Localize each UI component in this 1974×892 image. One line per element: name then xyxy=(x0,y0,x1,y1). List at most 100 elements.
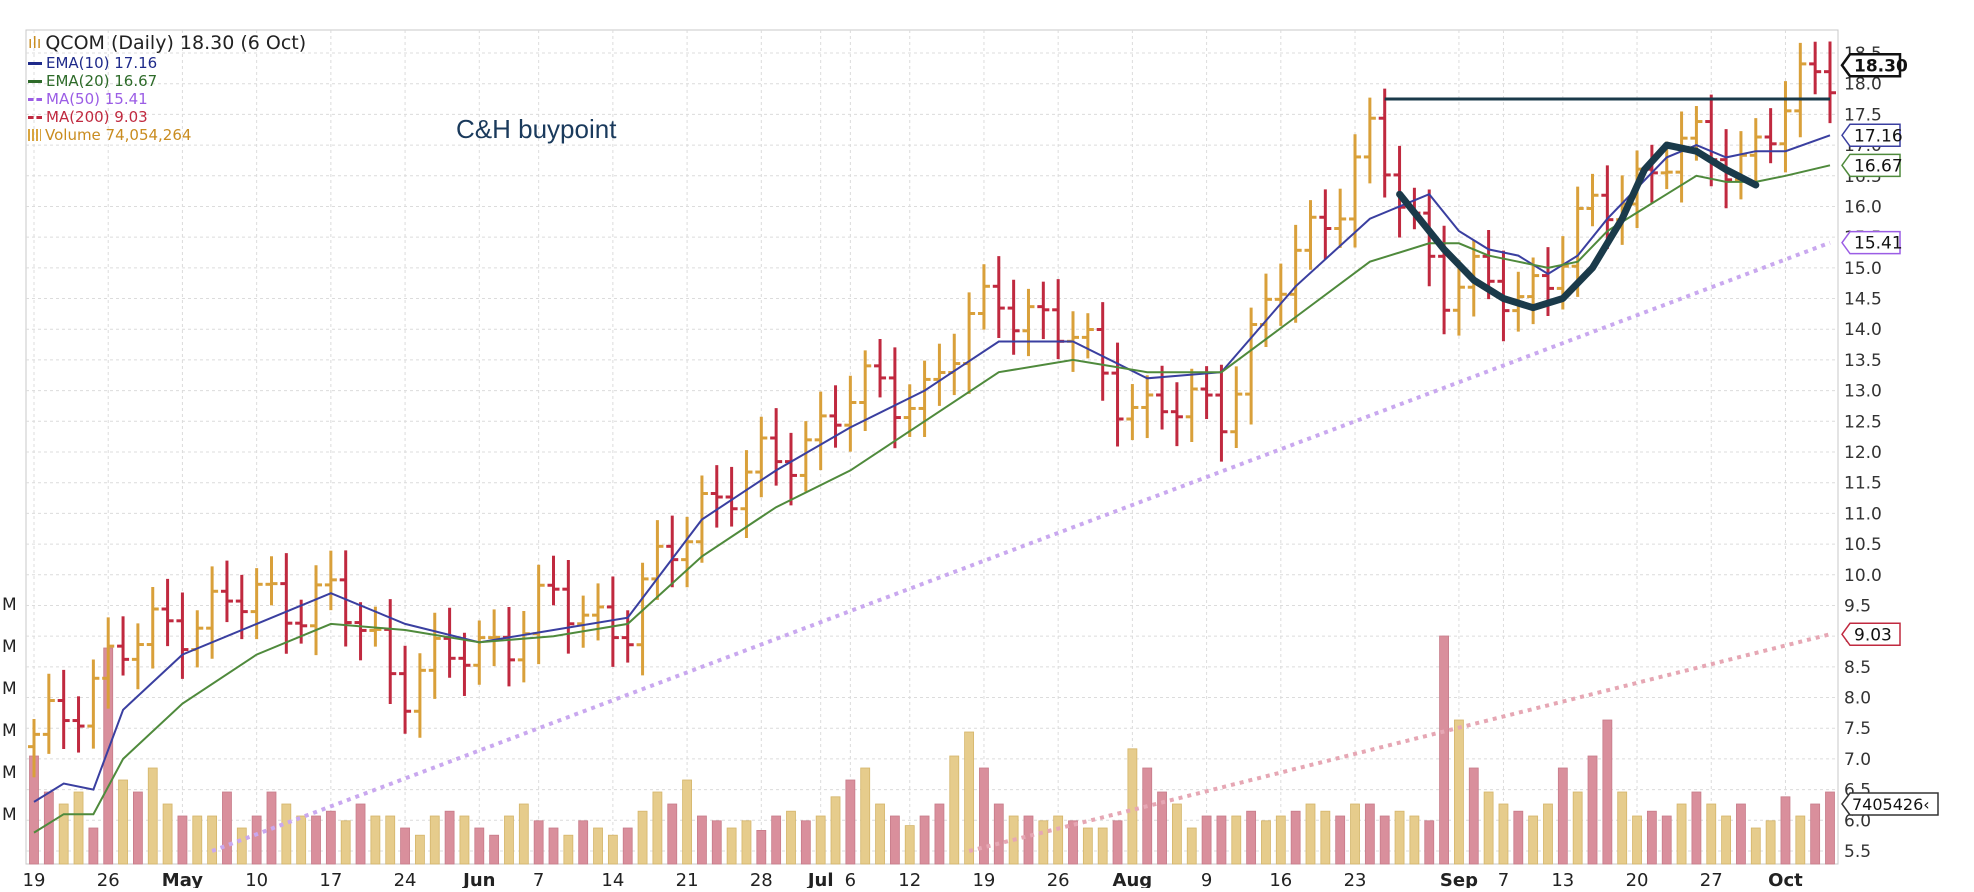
volume-bar xyxy=(147,767,158,865)
ohlc-bar xyxy=(1022,288,1035,357)
y-tick-label: 11.0 xyxy=(1844,504,1882,524)
ohlc-bar xyxy=(1096,302,1109,401)
x-tick-label: 9 xyxy=(1201,870,1212,888)
volume-bar xyxy=(637,810,648,865)
ohlc-bar xyxy=(1378,88,1391,198)
x-tick-label: Jul xyxy=(806,870,834,888)
volume-bar xyxy=(1646,810,1657,865)
ohlc-bar xyxy=(547,555,560,606)
volume-bar xyxy=(949,755,960,865)
x-tick-label: 23 xyxy=(1344,870,1367,888)
ohlc-bar xyxy=(1037,281,1050,340)
ohlc-bar xyxy=(1452,259,1465,336)
volume-bar xyxy=(1082,827,1093,865)
y-tick-label: 13.0 xyxy=(1844,382,1882,402)
ohlc-bar xyxy=(799,421,812,492)
volume-bar xyxy=(1736,803,1746,865)
ohlc-bar xyxy=(933,343,946,406)
volume-bar xyxy=(1617,791,1628,865)
x-tick-label: Oct xyxy=(1768,870,1803,888)
volume-bars xyxy=(29,635,1835,865)
y-tick-label: 10.5 xyxy=(1844,535,1882,555)
volume-bar xyxy=(563,834,574,865)
volume-bar xyxy=(1379,815,1390,865)
volume-bar xyxy=(815,815,826,865)
y-tick-label: 7.5 xyxy=(1844,719,1871,739)
ohlc-bar xyxy=(42,673,55,754)
ohlc-bar xyxy=(577,595,590,648)
ohlc-bar xyxy=(740,450,753,539)
volume-bar xyxy=(800,820,811,865)
candle-icon: ılı xyxy=(28,33,42,52)
x-tick-label: May xyxy=(162,870,204,888)
y-tick-label: 7.0 xyxy=(1844,750,1871,770)
volume-bar xyxy=(1142,767,1153,865)
legend-swatch-ma200 xyxy=(28,115,42,119)
y-tick-label: 8.5 xyxy=(1844,658,1871,678)
ohlc-bar xyxy=(131,623,144,690)
volume-bar xyxy=(548,827,559,865)
volume-bar xyxy=(607,834,618,865)
volume-bar xyxy=(1424,820,1435,865)
y-tick-label: 15.0 xyxy=(1844,259,1882,279)
last-price-tag: 18.30 xyxy=(1840,53,1908,78)
cup-handle-drawing xyxy=(1396,141,1760,312)
y-tick-label: 16.0 xyxy=(1844,197,1882,217)
x-tick-label: 17 xyxy=(319,870,342,888)
ohlc-bar xyxy=(725,466,738,527)
x-tick-label: Aug xyxy=(1113,870,1153,888)
chart-title: QCOM (Daily) 18.30 (6 Oct) xyxy=(45,32,307,54)
x-tick-label: 14 xyxy=(601,870,624,888)
volume-bar xyxy=(1513,810,1524,865)
volume-bar xyxy=(296,815,307,865)
volume-bar xyxy=(1572,791,1583,865)
y-tick-label: 10.0 xyxy=(1844,566,1882,586)
ohlc-bar xyxy=(1824,41,1836,124)
volume-bar xyxy=(904,825,915,865)
ohlc-bar xyxy=(1170,382,1183,447)
legend-swatch-ema20 xyxy=(28,79,42,83)
y-tick-label: 6.0 xyxy=(1844,811,1871,831)
volume-bar xyxy=(1483,791,1494,865)
volume-bar xyxy=(385,815,396,865)
volume-bars-icon xyxy=(28,129,41,141)
volume-bar xyxy=(845,779,856,865)
x-tick-label: 27 xyxy=(1700,870,1723,888)
volume-bar xyxy=(786,810,796,865)
ohlc-bar xyxy=(310,565,323,656)
ohlc-bar xyxy=(710,465,723,528)
volume-bar xyxy=(1112,820,1123,865)
ohlc-bar xyxy=(235,574,248,640)
ohlc-bar xyxy=(1304,200,1317,270)
volume-axis-label: M xyxy=(2,679,17,699)
ohlc-bar xyxy=(1423,189,1436,287)
ma200-tag: 9.03 xyxy=(1841,622,1901,647)
buypoint-annotation: C&H buypoint xyxy=(456,114,617,144)
series-line-ema10 xyxy=(33,134,1831,803)
volume-bar xyxy=(1186,827,1197,865)
legend-volume: Volume 74,054,264 xyxy=(28,126,306,144)
series-line-ma50 xyxy=(211,240,1831,853)
ohlc-bar xyxy=(1675,111,1688,203)
volume-bar xyxy=(58,803,69,865)
x-tick-label: 19 xyxy=(972,870,995,888)
ohlc-bar xyxy=(458,632,471,696)
y-tick-label: 12.0 xyxy=(1844,443,1882,463)
volume-bar xyxy=(830,796,841,865)
x-tick-label: 6 xyxy=(845,870,856,888)
volume-bar xyxy=(518,803,529,865)
ohlc-bar xyxy=(1334,188,1347,248)
volume-bar xyxy=(222,791,232,865)
volume-bar xyxy=(1721,815,1731,865)
ohlc-bar xyxy=(102,617,115,709)
ema10-tag: 17.16 xyxy=(1841,123,1903,148)
x-tick-label: 19 xyxy=(23,870,46,888)
ohlc-bar xyxy=(666,515,679,588)
volume-bar xyxy=(504,815,514,865)
volume-bar xyxy=(578,820,589,865)
volume-bar xyxy=(444,810,455,865)
volume-bar xyxy=(1676,803,1687,865)
legend-label-ma50: MA(50) 15.41 xyxy=(46,90,148,108)
volume-bar xyxy=(1528,815,1539,865)
